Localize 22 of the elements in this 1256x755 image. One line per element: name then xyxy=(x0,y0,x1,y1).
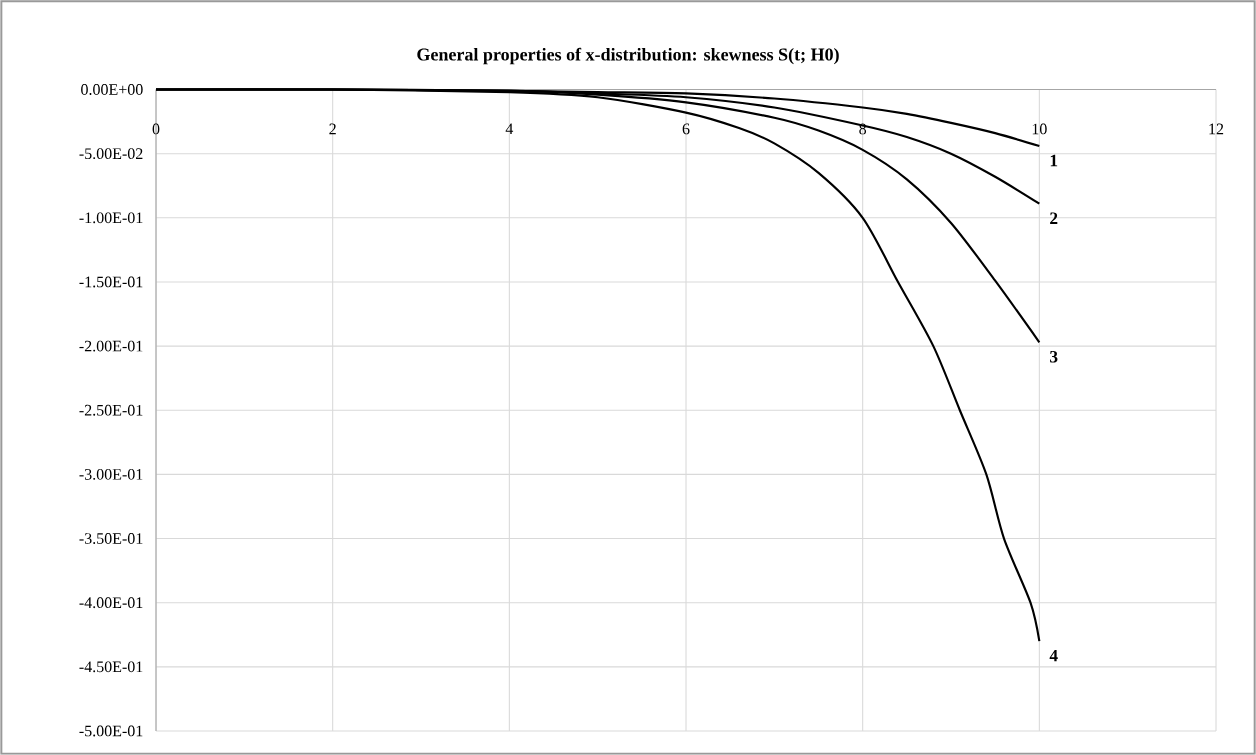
y-tick-label: 0.00E+00 xyxy=(81,84,143,95)
series-label: 2 xyxy=(1050,212,1058,224)
x-tick-label: 4 xyxy=(505,123,514,135)
y-tick-label: -4.00E-01 xyxy=(79,597,143,609)
y-tick-label: -3.00E-01 xyxy=(79,468,143,480)
y-tick-label: -2.00E-01 xyxy=(79,340,143,352)
x-tick-label: 12 xyxy=(1209,123,1224,135)
y-tick-label: -5.00E-02 xyxy=(79,148,143,160)
series-label: 3 xyxy=(1050,350,1058,363)
x-tick-label: 0 xyxy=(152,123,160,135)
y-tick-label: -1.00E-01 xyxy=(79,212,143,224)
y-tick-label: -4.50E-01 xyxy=(79,661,143,673)
series-label: 4 xyxy=(1049,649,1058,662)
y-tick-label: -3.50E-01 xyxy=(79,533,143,544)
series-label: 1 xyxy=(1050,154,1058,167)
y-tick-label: -5.00E-01 xyxy=(79,725,143,737)
x-tick-label: 6 xyxy=(682,123,690,135)
y-tick-label: -1.50E-01 xyxy=(79,276,143,288)
x-tick-label: 10 xyxy=(1032,123,1047,135)
x-tick-label: 2 xyxy=(329,123,336,135)
chart-title: General properties of x-distribution: skewness S(t; H0) xyxy=(417,47,839,65)
y-tick-label: -2.50E-01 xyxy=(79,404,143,416)
